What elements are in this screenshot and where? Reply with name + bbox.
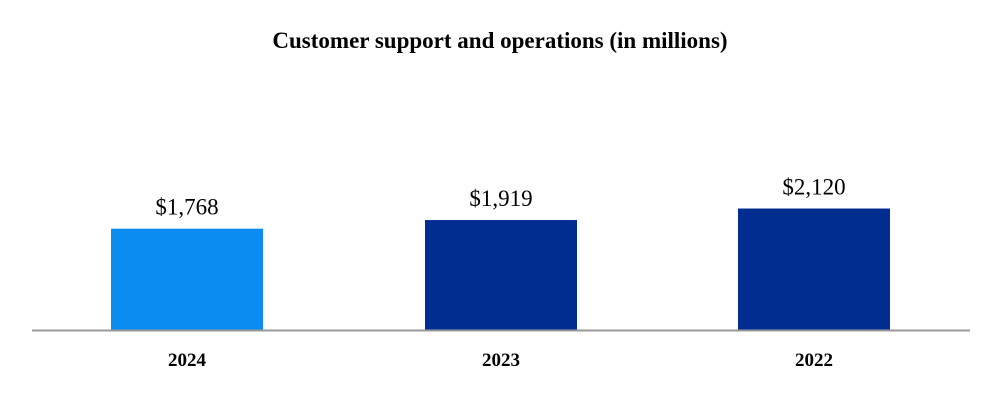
bar-2023 — [425, 220, 577, 330]
bar-2024 — [111, 228, 263, 330]
x-tick-label-2022: 2022 — [795, 350, 833, 371]
chart-title: Customer support and operations (in mill… — [272, 28, 728, 53]
value-label-2022: $2,120 — [782, 175, 845, 200]
value-label-2024: $1,768 — [155, 195, 218, 220]
x-tick-label-2023: 2023 — [482, 350, 520, 371]
bar-2022 — [738, 208, 890, 330]
value-label-2023: $1,919 — [469, 186, 532, 211]
x-tick-label-2024: 2024 — [168, 350, 207, 371]
